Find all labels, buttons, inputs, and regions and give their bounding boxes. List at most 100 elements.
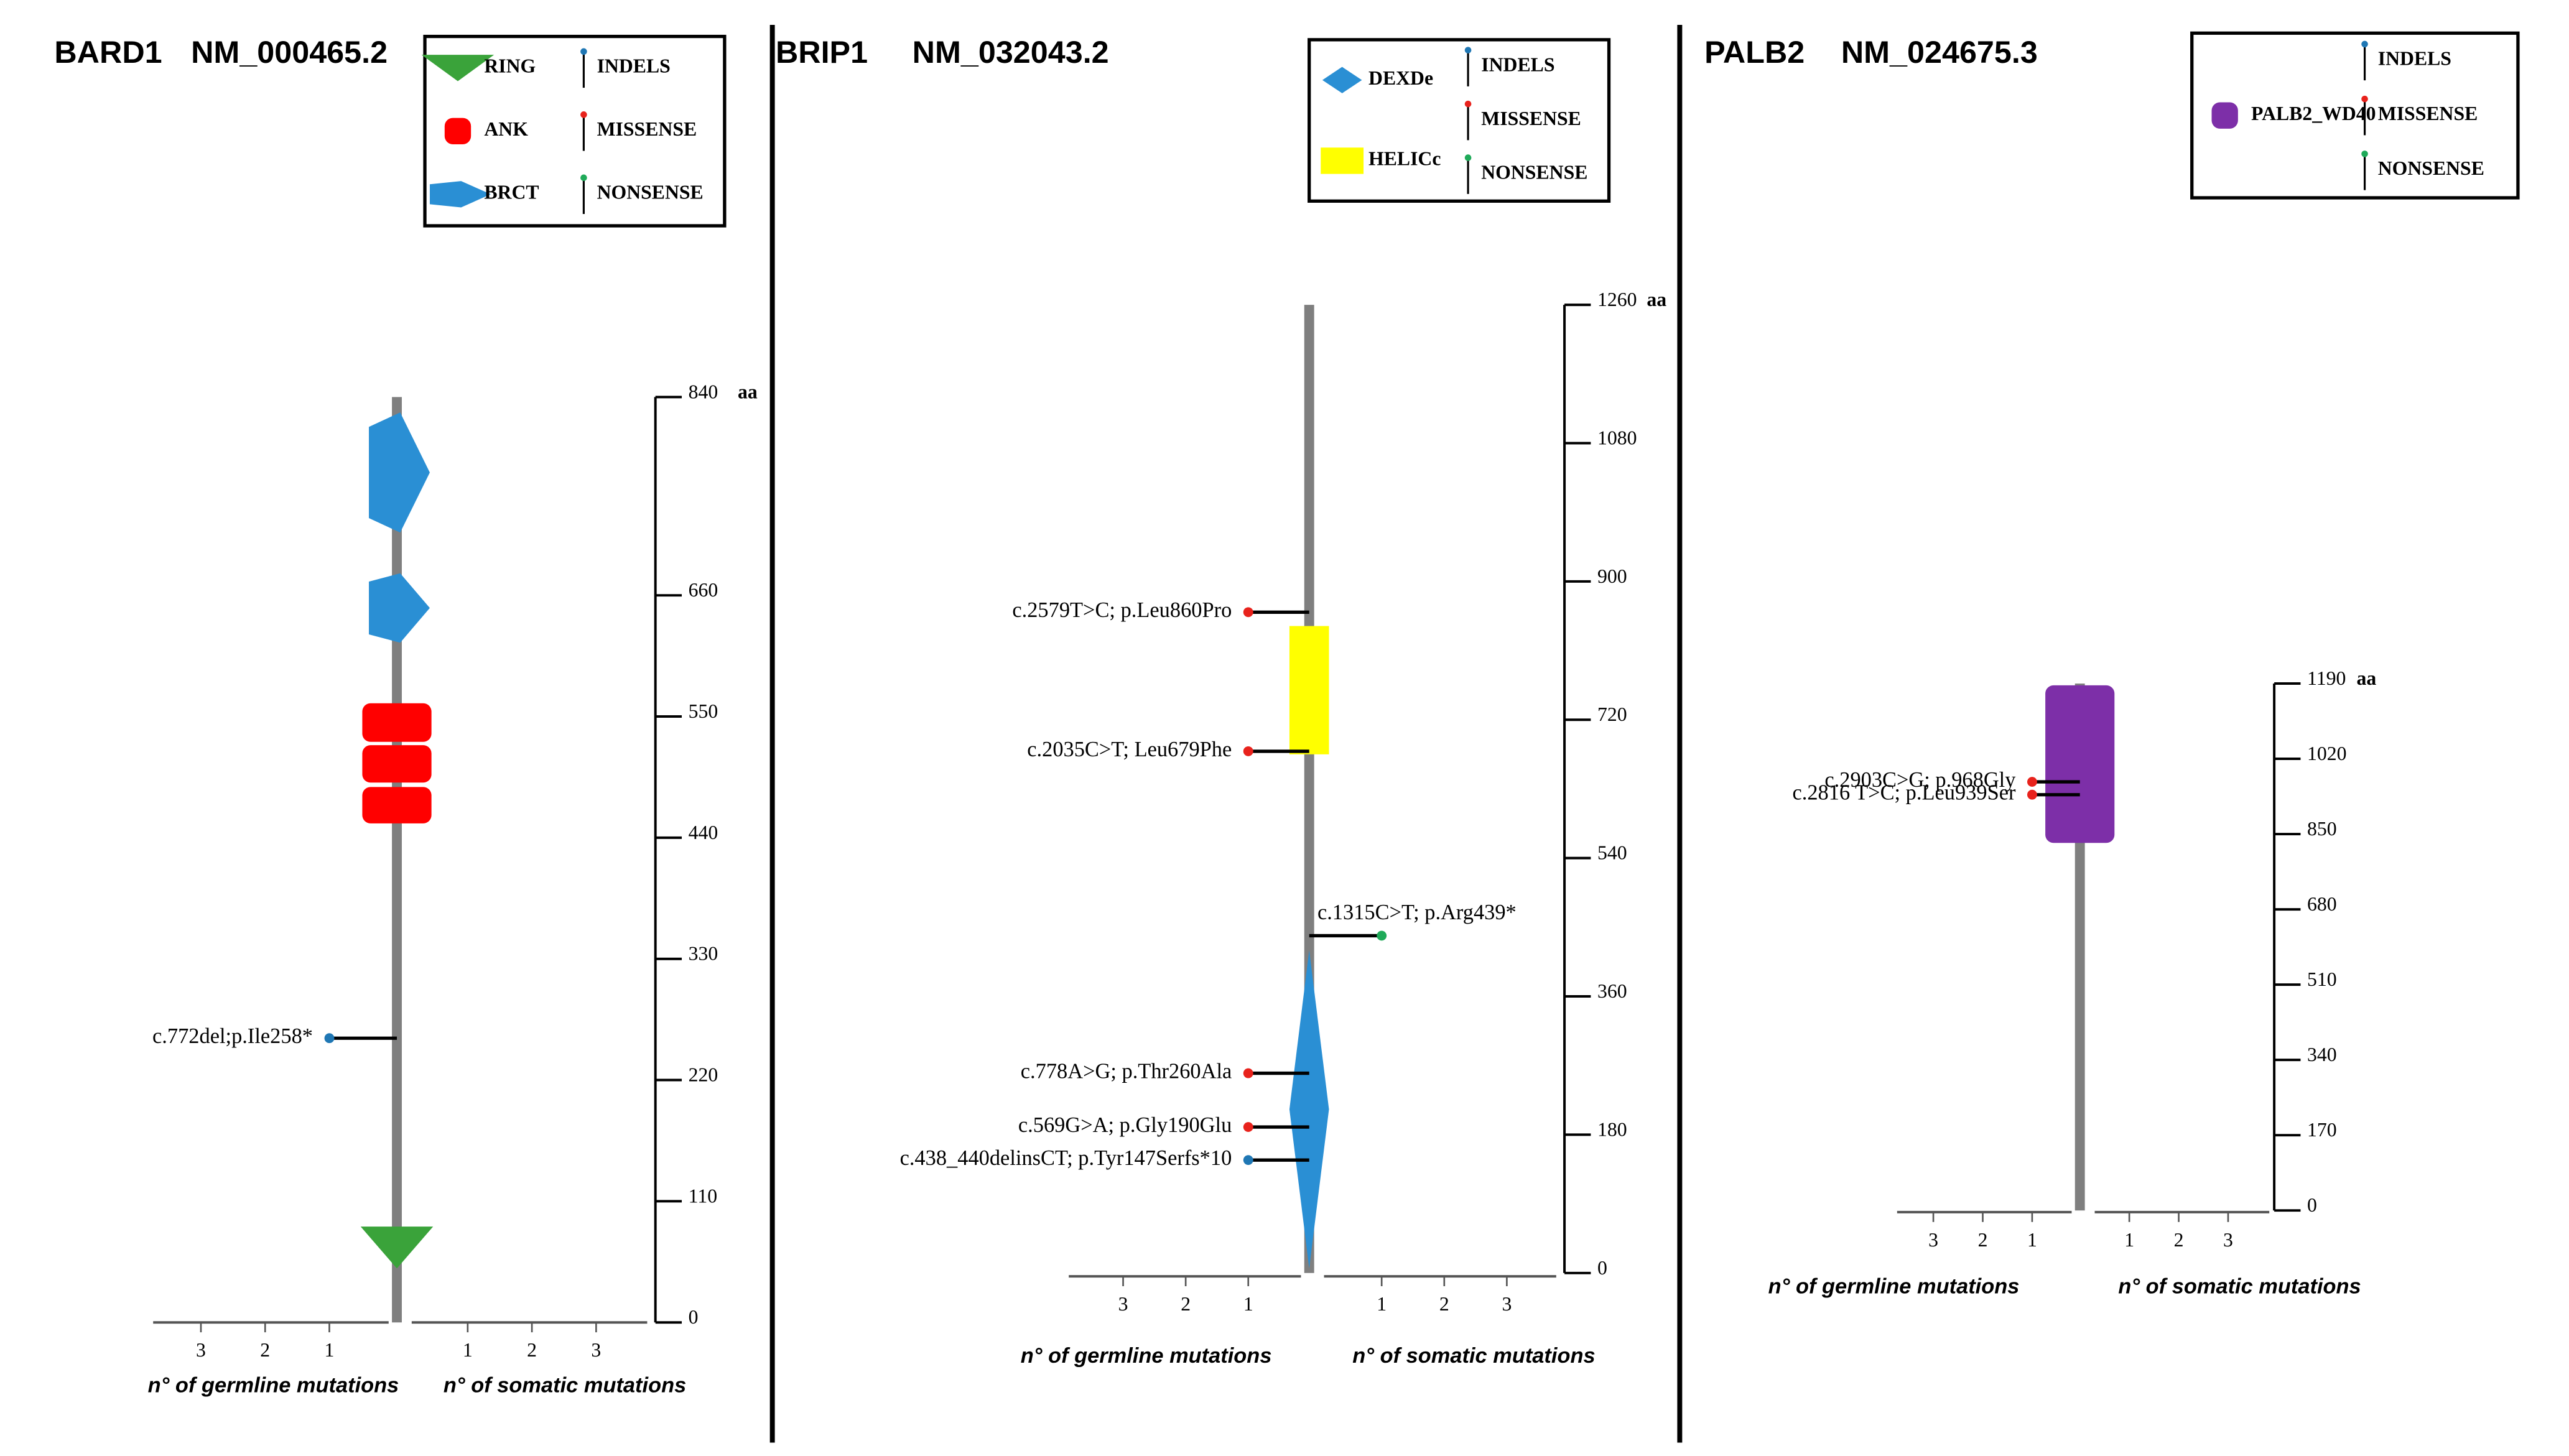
- legend-label: ANK: [484, 118, 528, 140]
- x-tick-label: 3: [196, 1339, 206, 1361]
- legend-box: [423, 34, 727, 228]
- legend-label: HELICc: [1368, 148, 1441, 170]
- x-tick-label: 2: [260, 1339, 270, 1361]
- y-tick-label: 1020: [2307, 743, 2347, 764]
- legend-pin-head: [580, 48, 587, 55]
- x-tick-label: 1: [325, 1339, 335, 1361]
- domain: [362, 787, 432, 823]
- transcript: NM_000465.2: [191, 34, 388, 70]
- gene-title: BRIP1: [776, 34, 868, 70]
- x-tick-label: 2: [527, 1339, 537, 1361]
- domain: [362, 703, 432, 742]
- legend-label: NONSENSE: [597, 182, 704, 203]
- y-tick-label: 850: [2307, 818, 2337, 840]
- domain: [2045, 685, 2115, 843]
- mutation-dot: [324, 1033, 335, 1044]
- y-tick-label: 220: [689, 1064, 718, 1086]
- legend-label: INDELS: [2378, 48, 2451, 70]
- y-tick-label: 0: [1597, 1257, 1607, 1279]
- mutation-label: c.778A>G; p.Thr260Ala: [1021, 1059, 1232, 1083]
- transcript: NM_032043.2: [913, 34, 1109, 70]
- mutation-dot: [1243, 1122, 1253, 1133]
- x-tick-label: 1: [1243, 1293, 1253, 1315]
- legend-label: RING: [484, 55, 536, 77]
- mutation-label: c.2903C>G; p.968Gly: [1824, 768, 2016, 792]
- mutation-dot: [2027, 789, 2037, 800]
- mutation-dot: [1243, 746, 1253, 756]
- legend-label: PALB2_WD40: [2251, 103, 2376, 124]
- legend-swatch: [444, 118, 472, 144]
- x-tick-label: 2: [2174, 1229, 2184, 1251]
- legend-pin-head: [2361, 151, 2368, 157]
- mutation-dot: [2027, 777, 2037, 787]
- x-axis-title: n° of germline mutations: [1021, 1344, 1272, 1368]
- y-tick-label: 180: [1597, 1118, 1627, 1140]
- y-tick-label: 720: [1597, 703, 1627, 725]
- mutation-dot: [1243, 1068, 1253, 1078]
- x-tick-label: 2: [1181, 1293, 1191, 1315]
- mutation-label: c.772del;p.Ile258*: [152, 1024, 313, 1048]
- y-tick-label: 330: [689, 943, 718, 965]
- mutation-label: c.569G>A; p.Gly190Glu: [1018, 1113, 1232, 1137]
- legend-swatch: [1322, 67, 1362, 93]
- legend-pin-head: [1464, 47, 1472, 53]
- legend-pin-head: [1464, 154, 1472, 161]
- unit-label: aa: [2356, 667, 2376, 689]
- legend-pin-head: [580, 174, 587, 182]
- x-tick-label: 2: [1978, 1229, 1988, 1251]
- domain: [1289, 950, 1329, 1269]
- y-tick-label: 0: [689, 1306, 699, 1328]
- x-tick-label: 3: [1118, 1293, 1128, 1315]
- legend-label: NONSENSE: [1481, 161, 1587, 183]
- y-tick-label: 1190: [2307, 667, 2346, 689]
- legend-label: NONSENSE: [2378, 157, 2484, 179]
- y-tick-label: 0: [2307, 1194, 2317, 1216]
- legend-label: MISSENSE: [2378, 103, 2478, 124]
- legend-pin-head: [2361, 40, 2368, 48]
- x-axis-title: n° of germline mutations: [1768, 1275, 2020, 1299]
- legend-label: BRCT: [484, 182, 539, 203]
- gene-title: PALB2: [1704, 34, 1805, 70]
- y-tick-label: 840: [689, 381, 718, 402]
- x-axis-title: n° of somatic mutations: [444, 1374, 686, 1398]
- x-tick-label: 3: [1502, 1293, 1512, 1315]
- legend-swatch: [429, 181, 491, 208]
- x-tick-label: 3: [1928, 1229, 1938, 1251]
- y-tick-label: 1260: [1597, 289, 1637, 310]
- legend-label: INDELS: [597, 55, 671, 77]
- legend-box: [1308, 38, 1611, 203]
- gene-title: BARD1: [54, 34, 162, 70]
- y-tick-label: 550: [689, 700, 718, 722]
- unit-label: aa: [1647, 289, 1666, 310]
- y-tick-label: 360: [1597, 980, 1627, 1002]
- mutation-label: c.2816 T>C; p.Leu939Ser: [1792, 781, 2016, 805]
- mutation-label: c.1315C>T; p.Arg439*: [1317, 901, 1517, 924]
- domain: [1289, 626, 1329, 754]
- mutation-dot: [1243, 607, 1253, 618]
- y-tick-label: 1080: [1597, 427, 1637, 448]
- y-tick-label: 900: [1597, 565, 1627, 587]
- legend-pin-head: [1464, 100, 1472, 108]
- unit-label: aa: [738, 381, 758, 402]
- y-tick-label: 340: [2307, 1044, 2337, 1065]
- mutation-dot: [1377, 930, 1387, 941]
- legend-swatch: [2211, 102, 2238, 129]
- legend-pin-head: [2361, 95, 2368, 103]
- legend-swatch: [1321, 147, 1364, 174]
- y-tick-label: 540: [1597, 842, 1627, 864]
- legend-swatch: [421, 55, 495, 81]
- mutation-label: c.2579T>C; p.Leu860Pro: [1012, 598, 1232, 622]
- y-tick-label: 510: [2307, 968, 2337, 990]
- domain: [369, 573, 430, 643]
- transcript: NM_024675.3: [1841, 34, 2038, 70]
- y-tick-label: 440: [689, 822, 718, 843]
- legend-pin-head: [580, 111, 587, 118]
- x-tick-label: 1: [1377, 1293, 1387, 1315]
- mutation-label: c.2035C>T; Leu679Phe: [1027, 738, 1232, 761]
- y-tick-label: 110: [689, 1185, 717, 1207]
- y-tick-label: 170: [2307, 1119, 2337, 1141]
- x-axis-title: n° of germline mutations: [148, 1374, 399, 1398]
- x-tick-label: 1: [2027, 1229, 2037, 1251]
